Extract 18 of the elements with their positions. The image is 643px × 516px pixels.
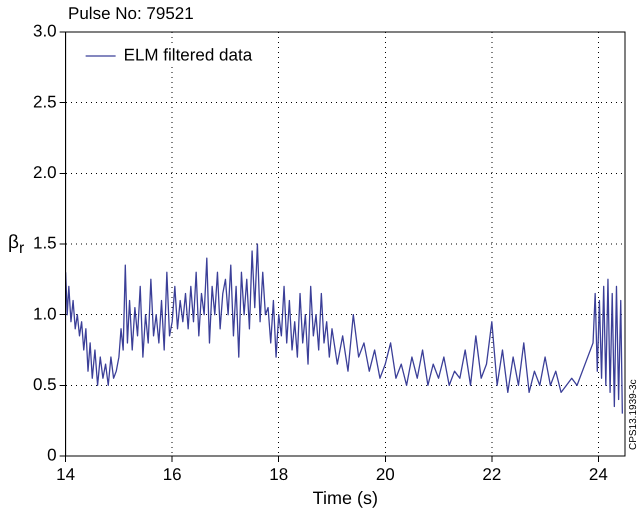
y-tick-label: 2.0 xyxy=(32,163,57,182)
chart-title: Pulse No: 79521 xyxy=(68,4,194,24)
x-tick-label: 16 xyxy=(162,464,182,484)
x-tick-label: 20 xyxy=(376,464,395,484)
legend-label: ELM filtered data xyxy=(124,46,253,65)
x-axis-title: Time (s) xyxy=(312,488,378,508)
x-tick-label: 22 xyxy=(482,464,502,484)
y-tick-label: 0 xyxy=(47,446,57,465)
x-tick-label: 24 xyxy=(588,464,608,484)
text: CPS13.1939-3c xyxy=(628,379,639,450)
y-tick-label: 3.0 xyxy=(32,22,57,41)
y-tick-label: 0.5 xyxy=(32,375,57,394)
y-tick-label: 1.5 xyxy=(32,234,57,253)
x-tick-label: 18 xyxy=(269,464,288,484)
y-tick-label: 1.0 xyxy=(32,304,57,324)
y-tick-label: 2.5 xyxy=(32,92,57,112)
x-tick-label: 14 xyxy=(56,464,76,484)
y-axis-title: β$_{r}$ xyxy=(8,232,24,258)
